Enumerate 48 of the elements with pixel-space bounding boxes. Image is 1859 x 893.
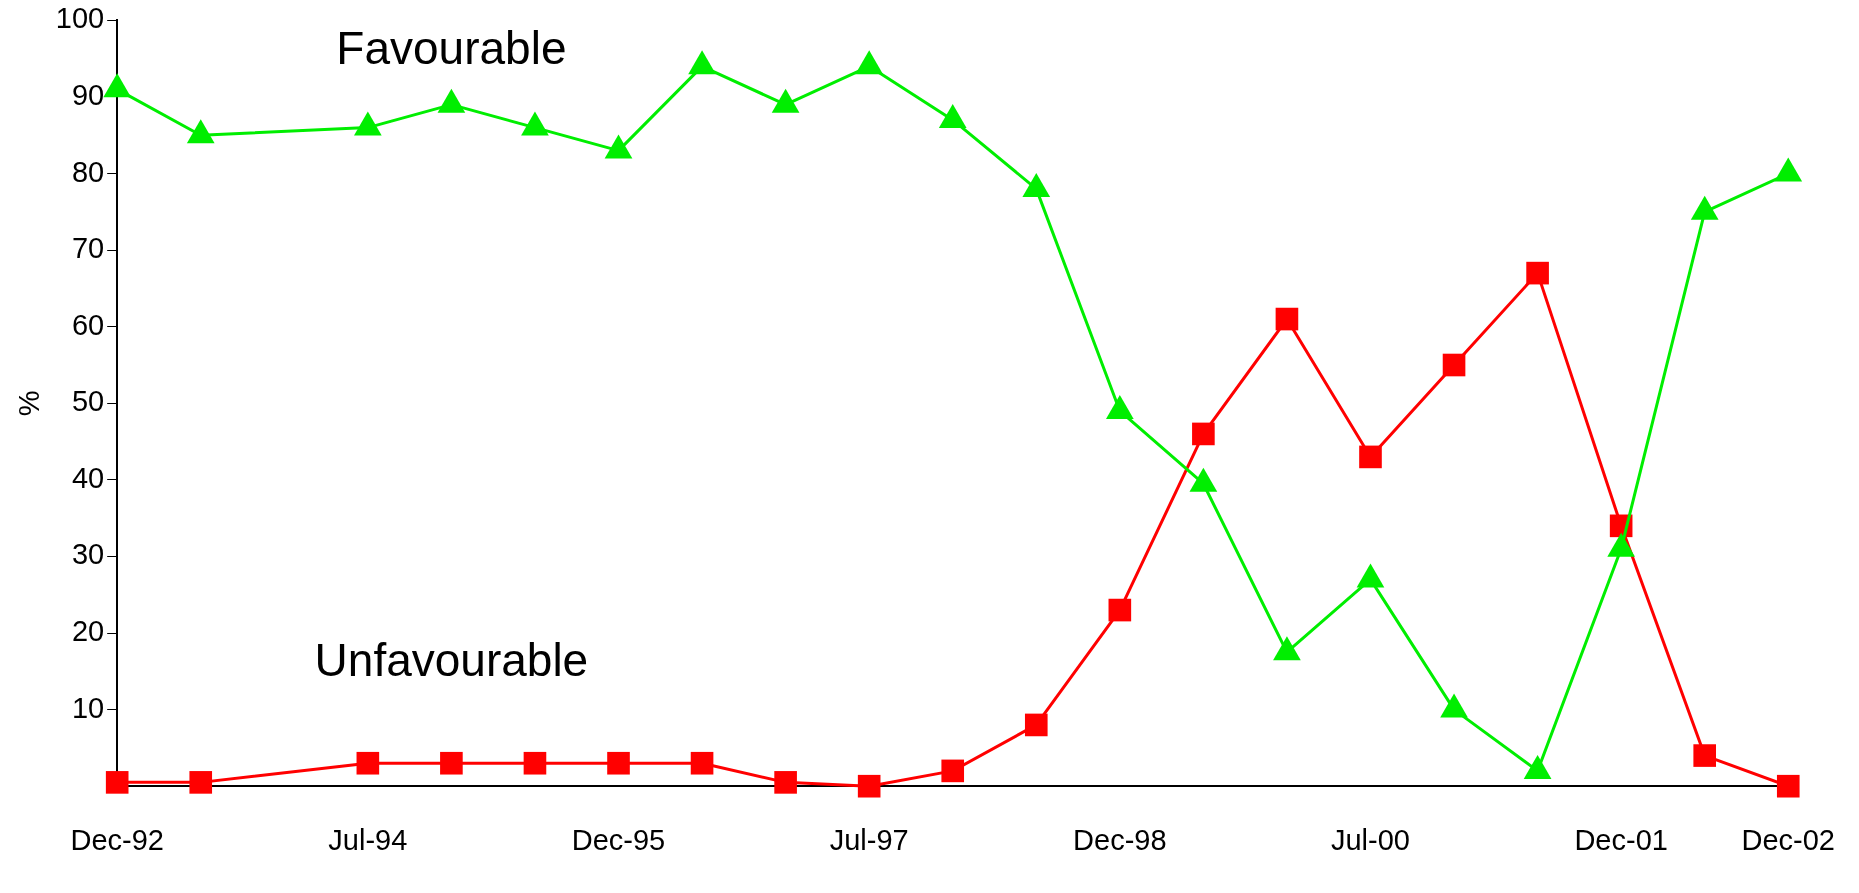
point [690,751,714,775]
y-tick-label: 60 [71,308,105,341]
point [1693,744,1717,767]
y-tick-label: 30 [71,538,105,571]
point [186,119,215,144]
x-tick-label: Jul-97 [829,823,909,856]
x-tick-label: Dec-92 [70,823,164,856]
point [189,771,213,794]
point [1690,195,1719,220]
point [1108,598,1132,622]
point [353,111,382,136]
y-tick-label: 70 [71,232,105,265]
x-tick-label: Dec-95 [571,823,666,856]
x-tick-label: Dec-01 [1574,823,1668,856]
point [437,88,466,113]
series-label: Unfavourable [314,634,589,687]
point [941,759,965,783]
point [521,111,549,136]
y-tick-label: 80 [71,155,105,188]
point [105,771,129,794]
point [1022,172,1051,197]
point [855,50,884,75]
point [607,751,630,775]
point [774,771,797,794]
point [938,103,967,128]
point [1024,713,1048,737]
x-tick-label: Jul-94 [328,823,408,856]
point [688,50,716,75]
y-tick-label: 20 [71,615,105,648]
y-tick-label: 10 [71,691,105,724]
point [771,88,800,113]
point [1776,774,1800,798]
point [1774,157,1803,182]
y-tick-label: 40 [71,461,105,494]
x-tick-label: Jul-00 [1330,823,1410,856]
point [440,751,463,775]
y-axis-title: % [13,390,46,417]
x-tick-label: Dec-02 [1741,823,1836,856]
y-tick-label: 90 [71,78,105,111]
y-tick-label: 100 [55,2,105,35]
point [857,774,881,798]
point [523,751,547,775]
x-tick-label: Dec-98 [1073,823,1167,856]
series-label: Favourable [336,21,567,74]
point [103,73,132,98]
point [356,751,380,775]
point [604,134,633,159]
y-tick-label: 50 [71,385,105,418]
